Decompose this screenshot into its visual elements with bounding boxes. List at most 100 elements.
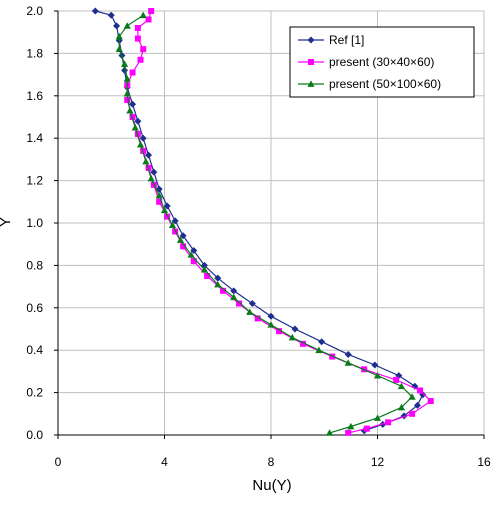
data-point	[145, 151, 153, 159]
x-tick-label: 0	[55, 455, 62, 469]
y-tick-label: 0.6	[26, 301, 43, 315]
data-point	[164, 213, 171, 220]
y-tick-label: 0.0	[26, 428, 43, 442]
data-point	[254, 315, 261, 322]
data-point	[363, 425, 370, 432]
data-point	[299, 340, 306, 347]
data-point	[140, 147, 147, 154]
data-point	[214, 280, 222, 288]
legend-marker	[307, 36, 315, 44]
data-point	[136, 140, 145, 148]
data-point	[236, 300, 243, 307]
y-tick-label: 1.0	[26, 216, 43, 230]
legend: Ref [1] present (30×40×60) present (50×100…	[289, 26, 475, 98]
data-point	[126, 107, 134, 114]
x-tick-label: 8	[268, 455, 275, 469]
data-point	[134, 35, 141, 42]
data-point	[91, 7, 99, 15]
data-point	[131, 124, 139, 131]
data-point	[129, 69, 136, 76]
data-point	[267, 312, 275, 320]
data-point	[288, 333, 296, 341]
data-point	[156, 198, 163, 205]
x-axis-title: Nu(Y)	[252, 477, 291, 494]
data-point	[145, 16, 152, 23]
data-point	[168, 221, 177, 228]
data-point	[230, 287, 238, 295]
data-point	[344, 359, 352, 366]
data-point	[124, 97, 131, 104]
data-point	[123, 22, 131, 29]
data-point	[137, 56, 144, 63]
axis-layer: 0 4 8 12 16 0.0 0.2 0.4 0.6 0.8 1.0 1.2 1.4 1.6 1.8 2.0	[26, 4, 491, 469]
y-tick-label: 1.8	[26, 46, 43, 60]
data-point	[163, 202, 171, 210]
data-point	[129, 114, 136, 120]
data-point	[371, 361, 379, 369]
x-tick-label: 16	[477, 455, 491, 469]
data-point	[347, 422, 355, 430]
y-tick-label: 1.2	[26, 174, 43, 188]
data-point	[120, 60, 129, 67]
data-point	[123, 75, 131, 82]
legend-label: present (50×100×60)	[329, 77, 441, 91]
data-point	[134, 117, 142, 125]
y-tick-label: 1.4	[26, 131, 43, 145]
data-point	[344, 350, 352, 358]
data-point	[171, 217, 179, 225]
data-point	[115, 32, 123, 40]
data-point	[187, 251, 195, 258]
x-tick-label: 12	[371, 455, 385, 469]
data-point	[409, 410, 416, 417]
legend-label: Ref [1]	[329, 33, 364, 47]
data-point	[315, 346, 323, 354]
data-point	[140, 46, 147, 53]
data-point	[373, 414, 382, 421]
series-layer	[91, 7, 434, 436]
data-point	[176, 236, 185, 243]
data-point	[267, 321, 275, 328]
data-point	[160, 206, 169, 214]
data-point	[318, 338, 326, 346]
data-point	[190, 247, 198, 255]
data-point	[373, 372, 382, 379]
data-point	[413, 401, 421, 409]
data-point	[220, 287, 227, 294]
data-point	[427, 398, 434, 405]
data-point	[393, 376, 400, 383]
x-tick-label: 4	[161, 455, 168, 469]
y-tick-label: 1.6	[26, 89, 43, 103]
legend-marker	[308, 59, 314, 65]
data-point	[408, 393, 416, 400]
data-point	[345, 429, 352, 436]
data-point	[180, 243, 187, 250]
data-point	[147, 174, 155, 182]
data-point	[397, 403, 406, 411]
data-point	[200, 266, 209, 273]
data-point	[190, 258, 197, 265]
data-point	[385, 419, 392, 426]
data-point	[134, 130, 141, 137]
y-tick-label: 0.8	[26, 258, 43, 272]
y-tick-label: 2.0	[26, 4, 43, 18]
data-point	[115, 45, 123, 53]
data-point	[246, 308, 254, 315]
legend-label: present (30×40×60)	[329, 55, 434, 69]
legend-marker	[307, 80, 315, 87]
data-point	[214, 274, 222, 282]
series-1	[91, 7, 427, 435]
data-point	[230, 293, 238, 301]
data-point	[129, 100, 137, 108]
data-point	[417, 387, 424, 394]
data-point	[123, 90, 131, 97]
data-point	[150, 168, 158, 176]
data-point	[397, 382, 406, 390]
series-3	[115, 11, 416, 436]
data-point	[142, 157, 150, 165]
data-point	[275, 328, 282, 335]
data-point	[148, 8, 155, 14]
data-point	[139, 11, 147, 19]
y-tick-label: 0.4	[26, 343, 43, 357]
